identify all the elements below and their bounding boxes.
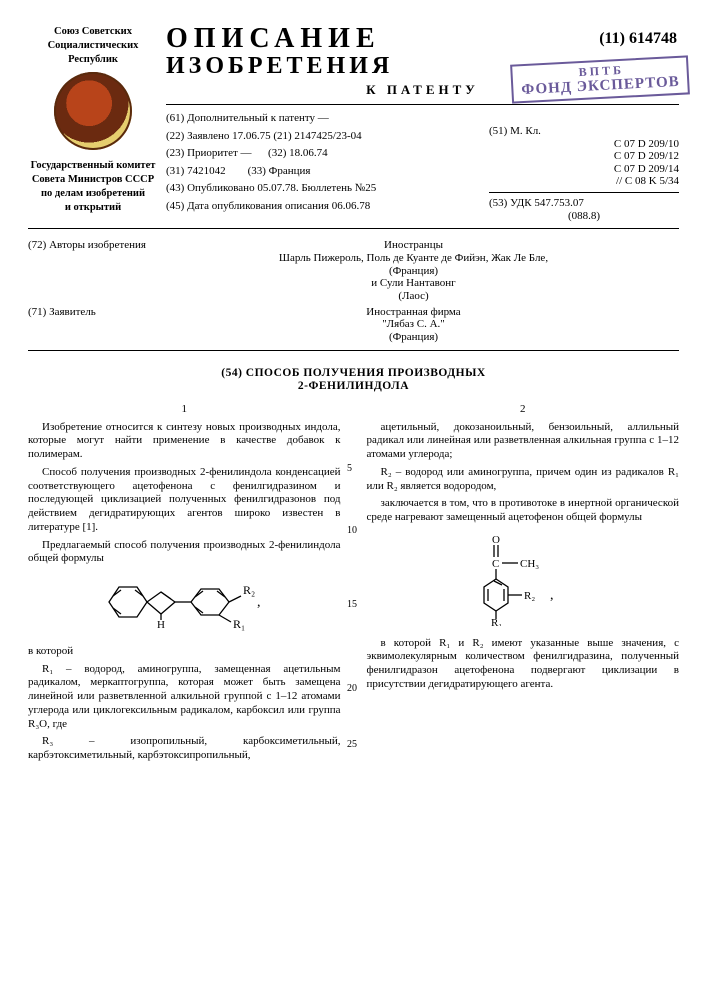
column-2: 2 ацетильный, докозаноильный, бензоильны… <box>367 403 680 767</box>
title-line-2: 2-ФЕНИЛИНДОЛА <box>298 380 409 392</box>
authors-body: Иностранцы Шарль Пижероль, Поль де Куант… <box>148 239 679 302</box>
committee-line: по делам изобретений <box>28 188 158 200</box>
author-names: Шарль Пижероль, Поль де Куанте де Фийэн,… <box>148 252 679 265</box>
formula-R2: R₂ <box>243 583 255 597</box>
field-22: (22) Заявлено 17.06.75 (21) 2147425/23-0… <box>166 130 481 143</box>
field-32: (32) 18.06.74 <box>268 147 328 159</box>
column-1: 1 Изобретение относится к синтезу новых … <box>28 403 341 767</box>
issuer-line: Республик <box>28 54 158 66</box>
firm-label: Иностранная фирма <box>148 306 679 319</box>
biblio-left: (61) Дополнительный к патенту — (22) Зая… <box>166 107 489 222</box>
ipc-class: // C 08 K 5/34 <box>489 175 679 188</box>
issuer-line: Союз Советских <box>28 26 158 38</box>
structural-formula-1: H R₂ R₁ <box>28 572 341 639</box>
line-mark-20: 20 <box>347 683 357 696</box>
firm-name: "Лябаз С. А." <box>148 318 679 331</box>
col-number: 1 <box>28 403 341 417</box>
patent-number-label: (11) <box>599 30 625 47</box>
author-country: (Франция) <box>148 265 679 278</box>
divider <box>28 228 679 229</box>
author-and: и Сули Нантавонг <box>148 277 679 290</box>
paragraph: R₁ – водород, аминогруппа, замещенная ац… <box>28 663 341 732</box>
field-43: (43) Опубликовано 05.07.78. Бюллетень №2… <box>166 182 481 195</box>
formula-R1: R₁ <box>233 617 245 631</box>
formula-O: O <box>492 534 500 546</box>
paragraph: Способ получения производных 2-фенилиндо… <box>28 466 341 535</box>
divider <box>28 350 679 351</box>
paragraph: Предлагаемый способ получения производны… <box>28 539 341 567</box>
line-mark-5: 5 <box>347 463 352 476</box>
formula-C: C <box>492 558 499 570</box>
line-mark-10: 10 <box>347 525 357 538</box>
field-53b: (088.8) <box>489 210 679 223</box>
biblio-right: (51) М. Кл. C 07 D 209/10 C 07 D 209/12 … <box>489 107 679 222</box>
paragraph: в которой <box>28 645 341 659</box>
paragraph: заключается в том, что в противотоке в и… <box>367 497 680 525</box>
ussr-emblem-icon <box>54 72 132 150</box>
divider <box>166 104 679 105</box>
biblio-block: (61) Дополнительный к патенту — (22) Зая… <box>166 107 679 222</box>
label-71: (71) Заявитель <box>28 306 148 344</box>
line-mark-15: 15 <box>347 599 357 612</box>
paragraph: R₃ – изопропильный, карбоксиметильный, к… <box>28 735 341 763</box>
issuer-block: Союз Советских Социалистических Республи… <box>28 24 158 216</box>
field-31-33: (31) 7421042 (33) Франция <box>166 165 481 178</box>
patent-number-box: (11) 614748 <box>599 30 677 48</box>
patent-page: (11) 614748 В П Т Б ФОНД ЭКСПЕРТОВ Союз … <box>0 0 707 1000</box>
divider <box>489 192 679 193</box>
field-53: (53) УДК 547.753.07 <box>489 197 679 210</box>
committee-line: и открытий <box>28 202 158 214</box>
field-23-32: (23) Приоритет — (32) 18.06.74 <box>166 147 481 160</box>
firm-country: (Франция) <box>148 331 679 344</box>
body-columns: 5 10 15 20 25 1 Изобретение относится к … <box>28 403 679 767</box>
ipc-class: C 07 D 209/10 <box>489 138 679 151</box>
applicant-body: Иностранная фирма "Лябаз С. А." (Франция… <box>148 306 679 344</box>
invention-title: (54) СПОСОБ ПОЛУЧЕНИЯ ПРОИЗВОДНЫХ 2-ФЕНИ… <box>28 367 679 393</box>
field-61: (61) Дополнительный к патенту — <box>166 112 481 125</box>
ipc-class: C 07 D 209/14 <box>489 163 679 176</box>
formula-H: H <box>157 619 165 631</box>
committee-line: Государственный комитет <box>28 160 158 172</box>
line-mark-25: 25 <box>347 739 357 752</box>
col-number: 2 <box>367 403 680 417</box>
field-51-label: (51) М. Кл. <box>489 125 679 138</box>
label-72: (72) Авторы изобретения <box>28 239 148 302</box>
title-line-1: СПОСОБ ПОЛУЧЕНИЯ ПРОИЗВОДНЫХ <box>246 367 486 379</box>
svg-text:,: , <box>550 588 554 603</box>
formula-CH3: CH₃ <box>520 558 539 570</box>
title-block: ОПИСАНИЕ ИЗОБРЕТЕНИЯ К ПАТЕНТУ (61) Допо… <box>158 24 679 222</box>
paragraph: R₂ – водород или аминогруппа, причем оди… <box>367 466 680 494</box>
foreign-label: Иностранцы <box>148 239 679 252</box>
header: Союз Советских Социалистических Республи… <box>28 24 679 222</box>
field-33: (33) Франция <box>248 165 311 177</box>
paragraph: в которой R₁ и R₂ имеют указанные выше з… <box>367 637 680 692</box>
committee-line: Совета Министров СССР <box>28 174 158 186</box>
paragraph: Изобретение относится к синтезу новых пр… <box>28 421 341 462</box>
authors-block: (72) Авторы изобретения Иностранцы Шарль… <box>28 239 679 343</box>
issuer-line: Социалистических <box>28 40 158 52</box>
author-country: (Лаос) <box>148 290 679 303</box>
svg-text:,: , <box>257 595 261 610</box>
ipc-class: C 07 D 209/12 <box>489 150 679 163</box>
field-54-num: (54) <box>221 367 242 379</box>
formula-R2: R₂ <box>524 590 535 602</box>
formula-R1: R₁ <box>491 617 502 626</box>
field-45: (45) Дата опубликования описания 06.06.7… <box>166 200 481 213</box>
field-23: (23) Приоритет — <box>166 147 252 159</box>
paragraph: ацетильный, докозаноильный, бензоильный,… <box>367 421 680 462</box>
field-31: (31) 7421042 <box>166 165 226 177</box>
structural-formula-2: O C CH₃ R₂ R₁ <box>367 531 680 631</box>
patent-number: 614748 <box>629 30 677 47</box>
